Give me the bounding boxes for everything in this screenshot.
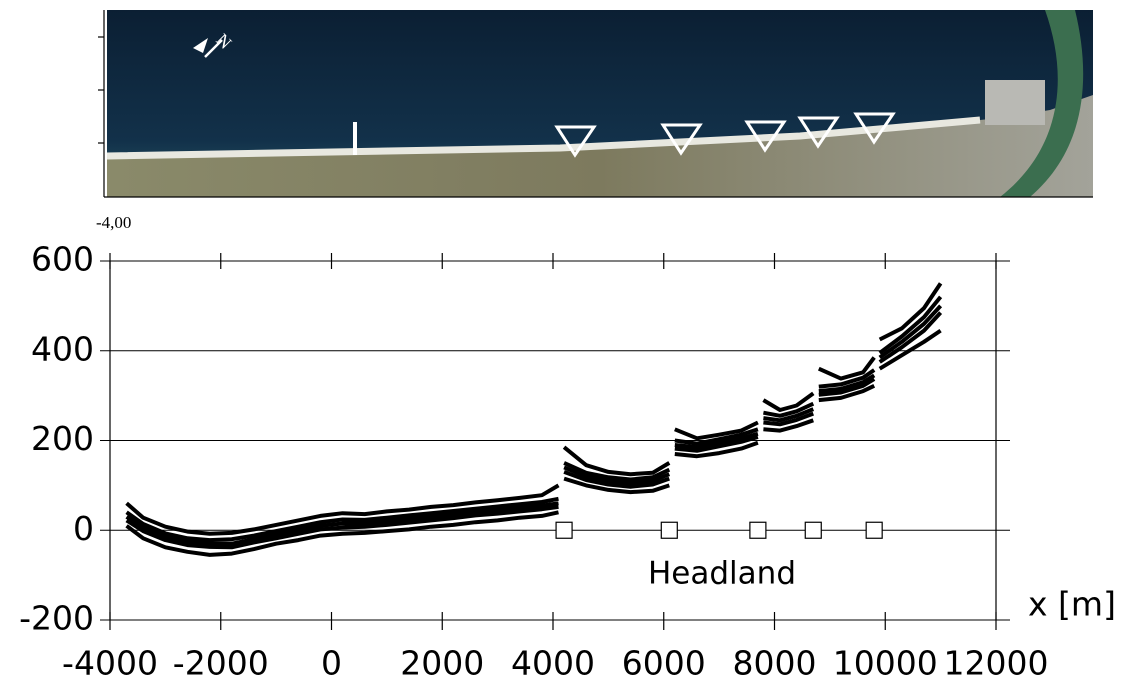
aerial-photo: N: [106, 10, 1093, 197]
x-tick-label: 0: [321, 644, 342, 683]
y-tick-label: -200: [19, 599, 94, 638]
x-tick-label: 10000: [833, 644, 938, 683]
shoreline: [125, 304, 943, 546]
y-tick-label: 400: [31, 329, 94, 368]
headland-marker: [660, 521, 678, 539]
y-tick-label: 0: [73, 509, 94, 548]
shoreline: [125, 295, 943, 543]
y-tick-label: 600: [31, 240, 94, 279]
photo-axis-label: -4,00: [96, 213, 131, 232]
x-tick-label: 2000: [400, 644, 484, 683]
x-tick-label: 6000: [622, 644, 706, 683]
photo-axes: [98, 10, 1093, 198]
x-tick-label: 8000: [733, 644, 817, 683]
label-clip: [138, 212, 158, 236]
shoreline: [125, 311, 943, 550]
x-tick-label: -2000: [173, 644, 269, 683]
x-tick-label: 4000: [511, 644, 595, 683]
y-tick-label: 200: [31, 419, 94, 458]
headland-marker: [749, 521, 767, 539]
shoreline: [125, 282, 943, 536]
shoreline: [125, 328, 942, 557]
headland-marker: [804, 521, 822, 539]
x-axis-label: x [m]: [1028, 585, 1116, 624]
headland-marker: [865, 521, 883, 539]
headland-marker: [555, 521, 573, 539]
annotation: Headland: [648, 556, 796, 592]
x-tick-label: -4000: [62, 644, 158, 683]
x-tick-label: 12000: [944, 644, 1049, 683]
